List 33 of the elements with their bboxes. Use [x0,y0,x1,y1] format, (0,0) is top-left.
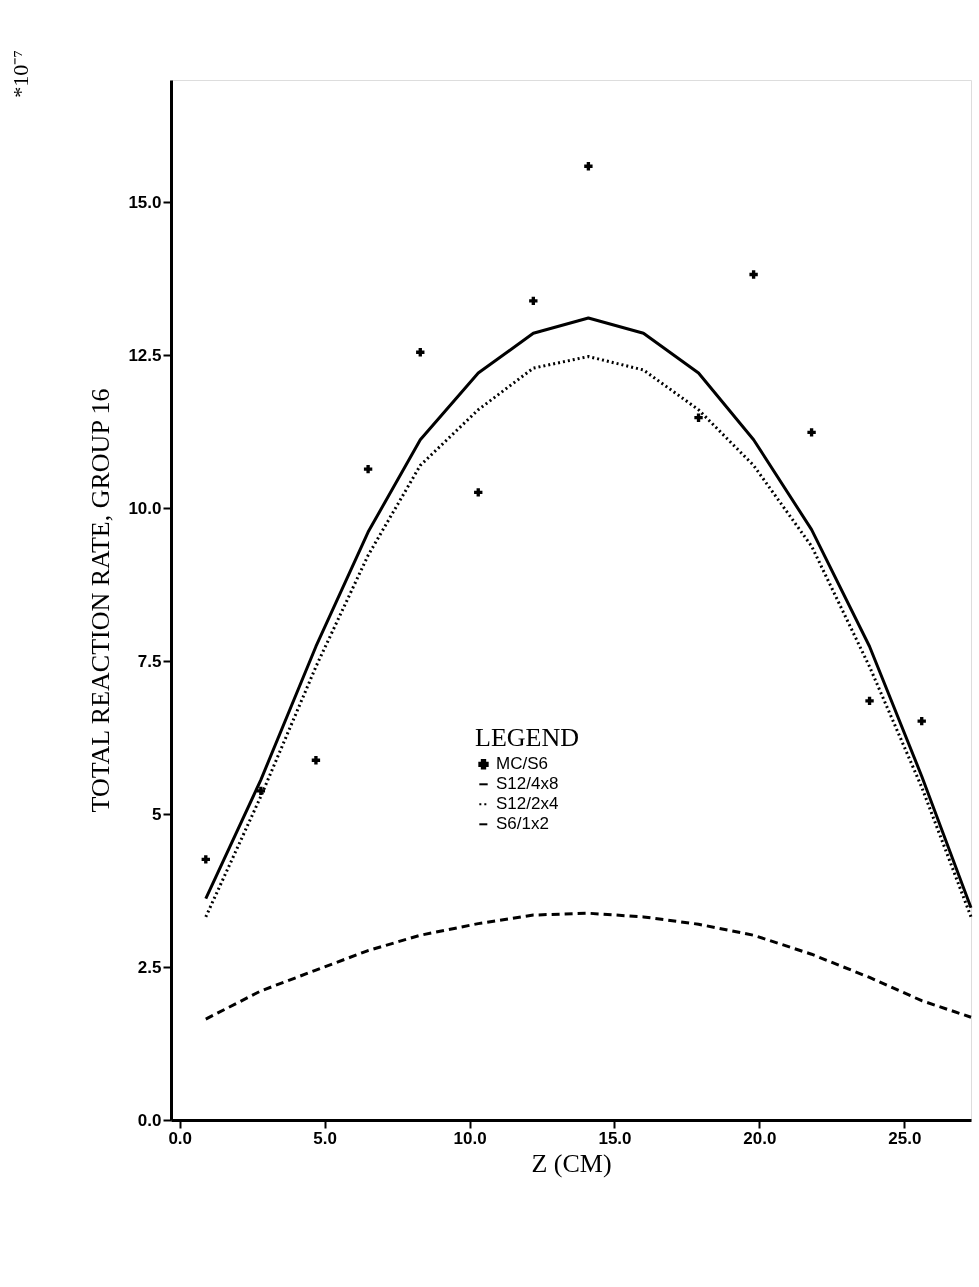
y-tick-label: 7.5 [137,651,162,671]
y-tick-label: 10.0 [128,498,162,518]
text: *10⁻⁷ [8,50,33,98]
x-tick-label: 15.0 [598,1128,632,1148]
point [917,716,926,726]
point [694,413,703,422]
y-tick-label: 12.5 [128,345,162,365]
y-tick-label: 15.0 [128,192,162,212]
point [529,296,538,306]
y-tick-label: 2.5 [137,957,162,977]
x-tick-label: 0.0 [168,1128,193,1148]
y-tick-label: 5 [152,804,162,824]
point [311,756,321,765]
legend-label: S6/1x2 [496,814,549,834]
legend-label: S12/2x4 [496,794,559,814]
y-tick-label: 0.0 [137,1110,162,1130]
x-tick-label: 5.0 [313,1128,337,1148]
legend-label: MC/S6 [496,754,548,774]
x-tick-label: 25.0 [888,1128,922,1148]
point [584,162,593,171]
point [363,464,373,474]
legend-title: LEGEND [475,722,579,752]
point [474,488,483,497]
x-axis-title: Z (CM) [531,1148,612,1178]
y-axis-title: TOTAL REACTION RATE, GROUP 16 [86,388,116,813]
x-tick-label: 20.0 [743,1128,777,1148]
point [865,696,874,706]
legend-label: S12/4x8 [496,774,559,794]
point [201,855,210,864]
point [749,270,758,279]
line-series [204,911,973,1021]
x-tick-label: 10.0 [453,1128,487,1148]
point [807,428,816,437]
